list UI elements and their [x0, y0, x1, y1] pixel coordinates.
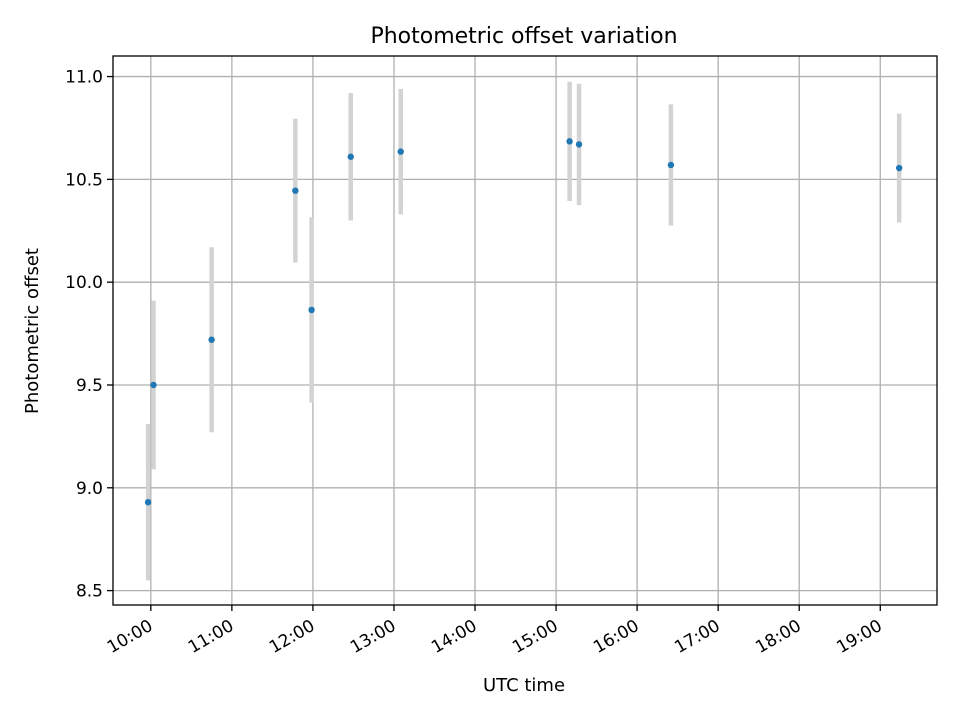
y-tick-label: 9.0	[76, 479, 103, 499]
grid	[113, 56, 937, 605]
data-point	[667, 161, 675, 169]
x-tick-label: 17:00	[671, 616, 723, 658]
data-point	[895, 164, 903, 172]
data-point	[150, 381, 157, 389]
data-points	[144, 138, 903, 506]
y-axis: 8.5 9.0 9.5 10.0 10.5 11.0	[65, 68, 113, 602]
data-point	[144, 498, 152, 506]
x-axis-label: UTC time	[483, 675, 565, 696]
y-tick-label: 9.5	[76, 376, 103, 396]
x-tick-label: 10:00	[104, 616, 156, 658]
data-point	[308, 306, 315, 314]
y-axis-label: Photometric offset	[22, 248, 43, 414]
y-tick-label: 11.0	[65, 68, 103, 88]
x-tick-label: 13:00	[347, 616, 399, 658]
data-point	[292, 187, 299, 194]
x-axis: 10:00 11:00 12:00 13:00 14:00 15:00 16:00 17:00…	[104, 605, 886, 658]
x-tick-label: 19:00	[833, 616, 885, 658]
x-tick-label: 15:00	[509, 616, 561, 658]
data-point	[208, 336, 215, 343]
chart-title: Photometric offset variation	[370, 24, 677, 49]
y-tick-label: 8.5	[76, 582, 103, 602]
data-point	[566, 138, 573, 145]
y-tick-label: 10.0	[65, 273, 103, 293]
plot-frame	[112, 55, 938, 606]
x-tick-label: 16:00	[590, 616, 642, 658]
x-tick-label: 18:00	[752, 616, 804, 658]
error-bars	[145, 81, 902, 581]
x-tick-label: 14:00	[428, 616, 480, 658]
y-tick-label: 10.5	[65, 170, 103, 190]
data-point	[347, 153, 354, 160]
data-point	[575, 141, 583, 148]
x-tick-label: 11:00	[185, 616, 237, 658]
x-tick-label: 12:00	[266, 616, 318, 658]
data-point	[397, 148, 404, 155]
